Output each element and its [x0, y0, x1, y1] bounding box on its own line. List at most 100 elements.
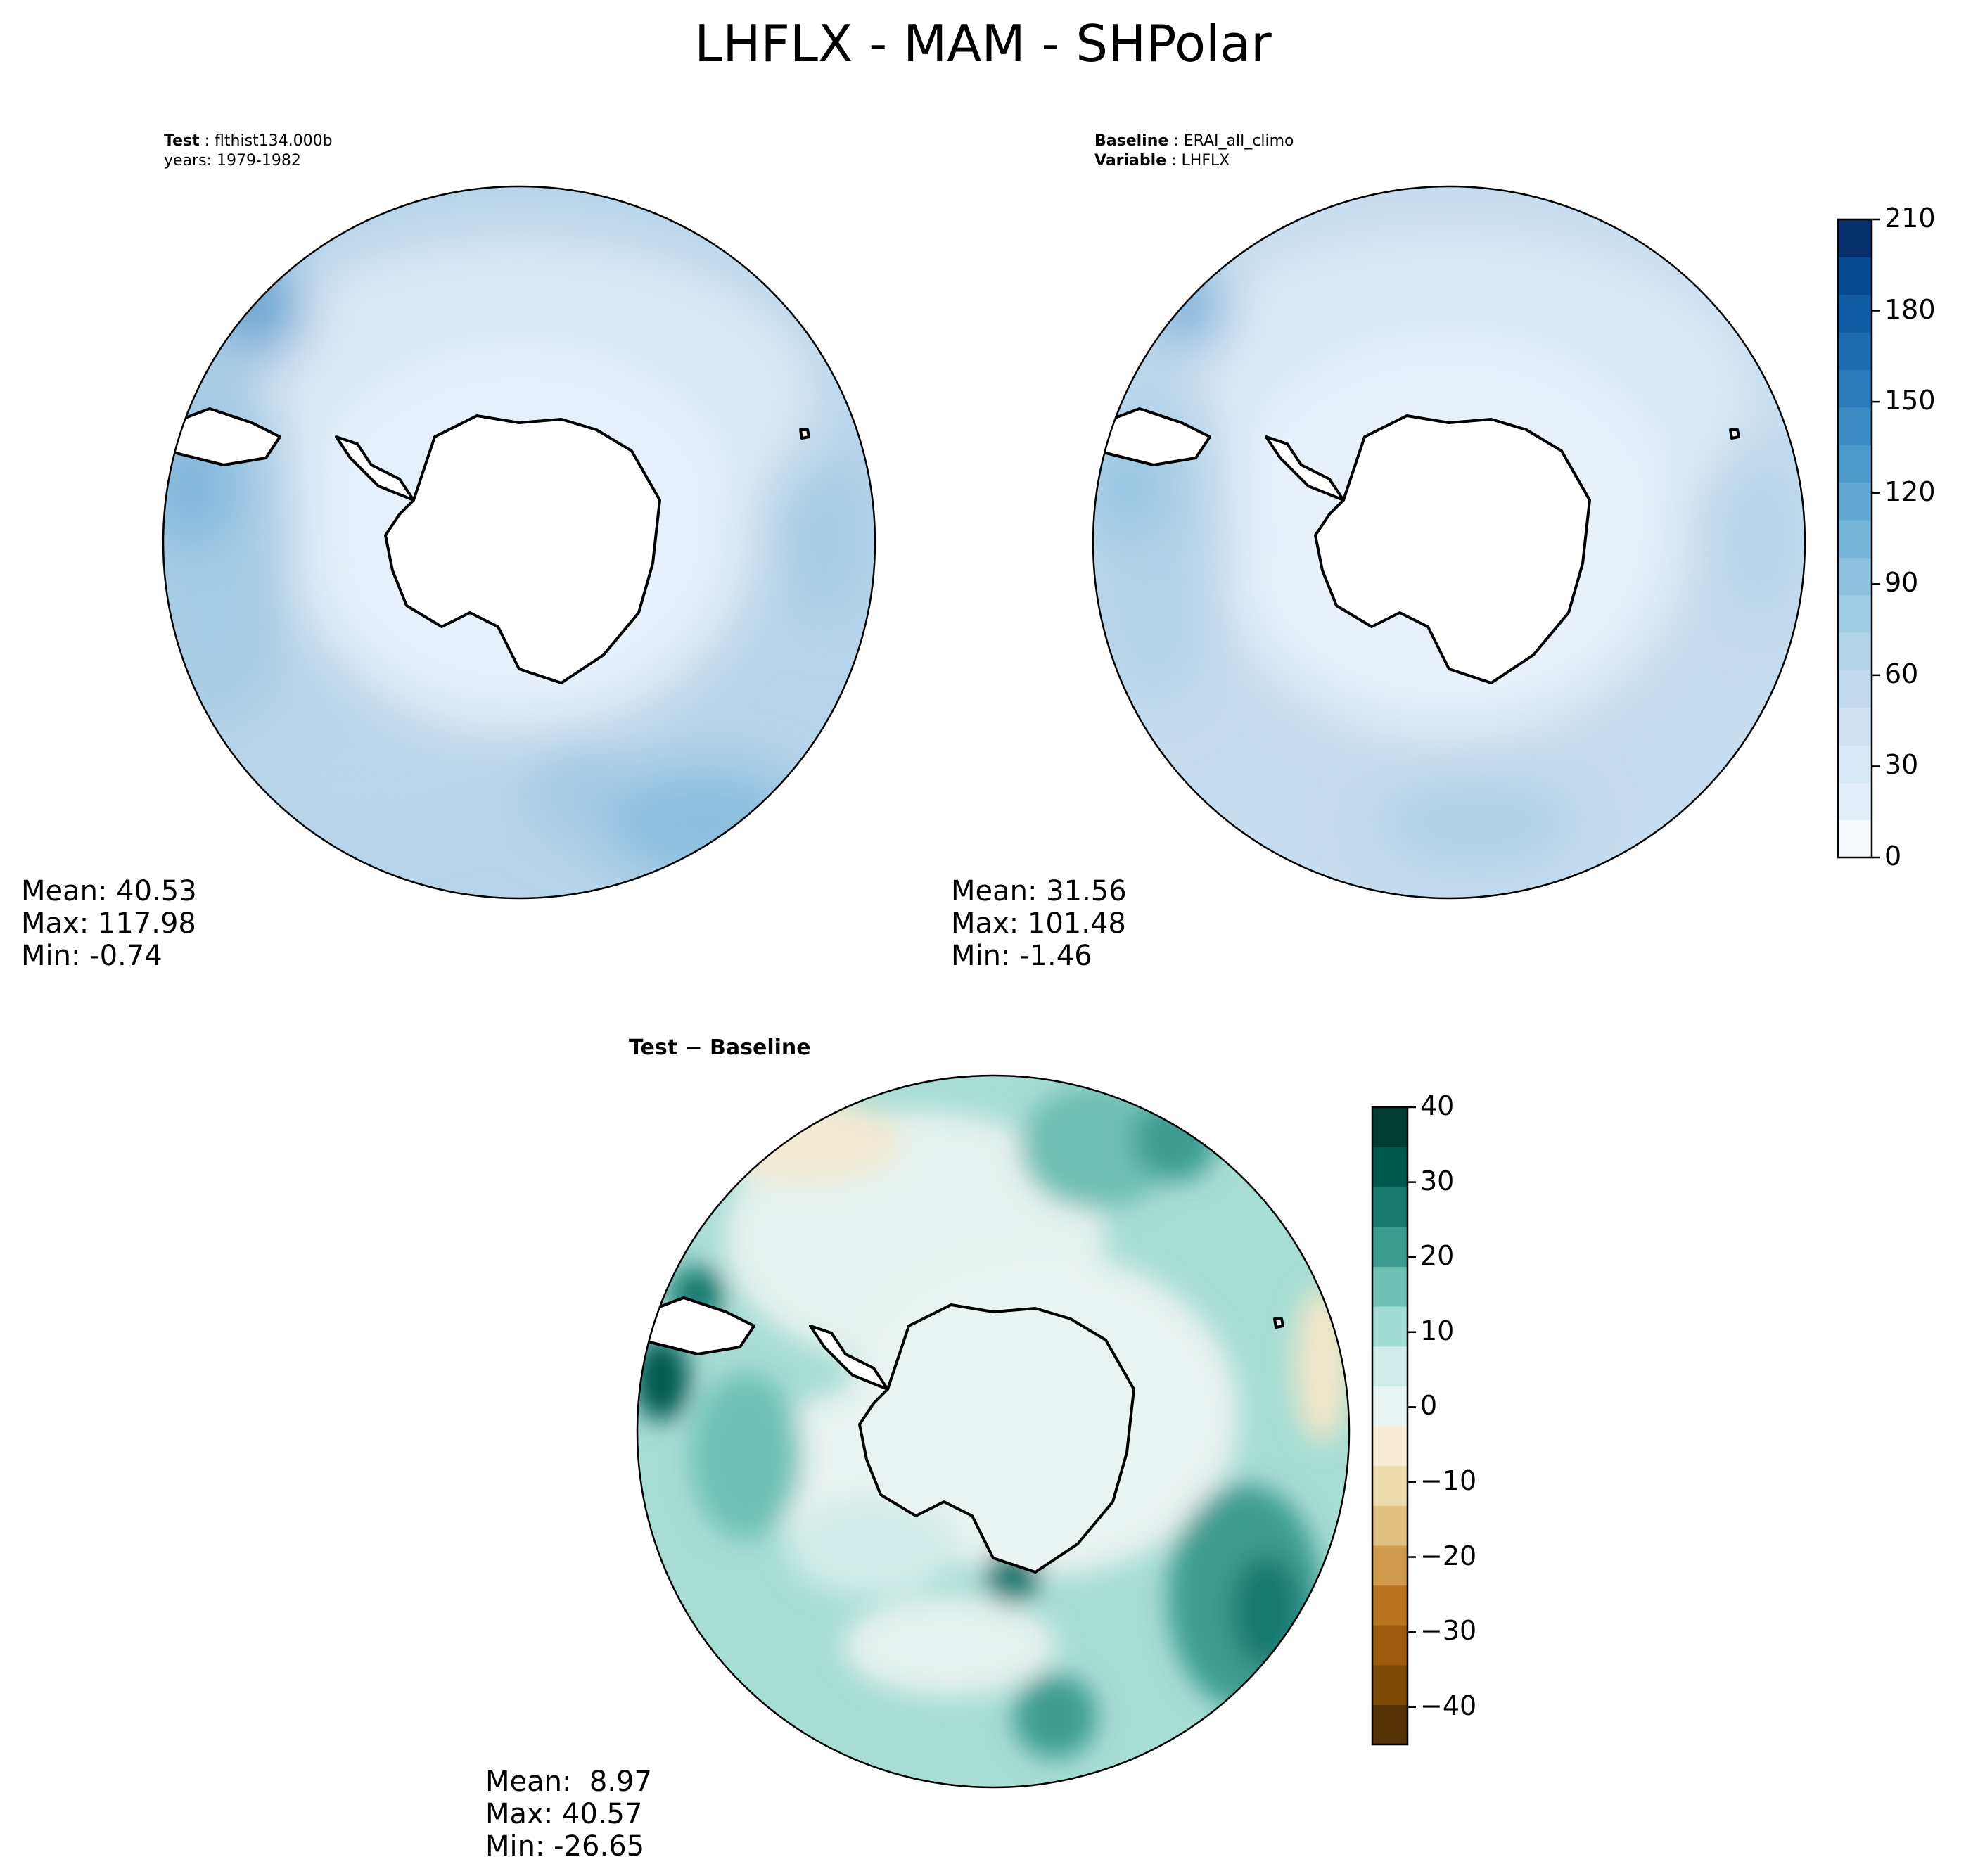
- colorbar-brbg-color-segment: [1372, 1664, 1408, 1705]
- antarctica-landmass: [1314, 414, 1591, 684]
- test-label-key: Test: [164, 132, 200, 150]
- island: [1273, 1317, 1284, 1329]
- colorbar-brbg-tick-label: −40: [1420, 1690, 1477, 1721]
- colorbar-blues-color-segment: [1838, 707, 1872, 746]
- colorbar-blues-tick-label: 180: [1884, 293, 1936, 325]
- colorbar-brbg-color-segment: [1372, 1266, 1408, 1307]
- baseline-stats: Mean: 31.56 Max: 101.48 Min: -1.46: [951, 875, 1127, 972]
- colorbar-blues-tick-label: 60: [1884, 658, 1919, 689]
- colorbar-brbg-color-segment: [1372, 1704, 1408, 1745]
- colorbar-blues-color-segment: [1838, 332, 1872, 371]
- colorbar-blues-color-segment: [1838, 670, 1872, 708]
- colorbar-blues: [1837, 218, 1880, 859]
- colorbar-brbg-frame: [1371, 1106, 1409, 1746]
- colorbar-brbg-color-segment: [1372, 1346, 1408, 1386]
- variable-label-sep: :: [1166, 152, 1182, 170]
- test-map: [162, 185, 876, 900]
- colorbar-blues-color-segment: [1838, 819, 1872, 858]
- baseline-label: Baseline : ERAI_all_climo Variable : LHF…: [1094, 132, 1294, 171]
- test-label: Test : flthist134.000b years: 1979-1982: [164, 132, 333, 171]
- baseline-min: Min: -1.46: [951, 940, 1092, 972]
- colorbar-blues-frame: [1837, 218, 1873, 859]
- test-mean: Mean: 40.53: [21, 875, 197, 907]
- colorbar-brbg-tick-label: −10: [1420, 1465, 1477, 1496]
- colorbar-brbg-color-segment: [1372, 1306, 1408, 1347]
- variable-label-value: LHFLX: [1181, 152, 1230, 170]
- colorbar-brbg-color-segment: [1372, 1585, 1408, 1626]
- colorbar-blues-tick-label: 90: [1884, 567, 1919, 599]
- colorbar-brbg-tick-label: 30: [1420, 1165, 1455, 1197]
- island: [1729, 428, 1740, 440]
- antarctica-landmass: [384, 414, 661, 684]
- antarctica-landmass: [858, 1303, 1135, 1574]
- variable-label-key: Variable: [1094, 152, 1167, 170]
- colorbar-blues-color-segment: [1838, 557, 1872, 596]
- colorbar-blues-tick-label: 210: [1884, 203, 1936, 234]
- test-label-sep: :: [199, 132, 215, 150]
- colorbar-brbg-tick-label: −20: [1420, 1540, 1477, 1571]
- south-america-tip: [163, 407, 281, 466]
- mapC-coastlines: [637, 1296, 1284, 1574]
- colorbar-brbg-tick-label: −30: [1420, 1615, 1477, 1647]
- baseline-map: [1092, 185, 1806, 900]
- baseline-max: Max: 101.48: [951, 907, 1126, 940]
- colorbar-blues-color-segment: [1838, 294, 1872, 333]
- colorbar-blues-tick-label: 30: [1884, 749, 1919, 781]
- colorbar-brbg-color-segment: [1372, 1226, 1408, 1268]
- colorbar-blues-tick-label: 0: [1884, 841, 1902, 872]
- test-stats: Mean: 40.53 Max: 117.98 Min: -0.74: [21, 875, 197, 972]
- antarctic-peninsula: [335, 435, 415, 502]
- diff-mean: Mean: 8.97: [485, 1766, 652, 1798]
- baseline-label-key: Baseline: [1094, 132, 1169, 150]
- colorbar-brbg-tick-label: 10: [1420, 1315, 1455, 1346]
- colorbar-brbg-color-segment: [1372, 1187, 1408, 1227]
- baseline-label-value: ERAI_all_climo: [1183, 132, 1294, 150]
- baseline-label-sep: :: [1168, 132, 1184, 150]
- colorbar-blues-tick-label: 150: [1884, 385, 1936, 416]
- colorbar-blues-color-segment: [1838, 594, 1872, 633]
- diff-title: Test − Baseline: [629, 1035, 811, 1060]
- colorbar-blues-color-segment: [1838, 445, 1872, 483]
- figure-title: LHFLX - MAM - SHPolar: [694, 14, 1272, 73]
- colorbar-blues-color-segment: [1838, 632, 1872, 670]
- colorbar-brbg-color-segment: [1372, 1107, 1408, 1148]
- test-min: Min: -0.74: [21, 940, 162, 972]
- test-label-years: years: 1979-1982: [164, 152, 301, 170]
- island: [799, 428, 810, 440]
- colorbar-brbg-color-segment: [1372, 1147, 1408, 1187]
- colorbar-brbg-color-segment: [1372, 1386, 1408, 1427]
- colorbar-brbg-color-segment: [1372, 1505, 1408, 1546]
- colorbar-brbg-color-segment: [1372, 1625, 1408, 1666]
- colorbar-blues-color-segment: [1838, 219, 1872, 257]
- colorbar-blues-color-segment: [1838, 257, 1872, 295]
- diff-max: Max: 40.57: [485, 1798, 643, 1830]
- colorbar-brbg-tick-label: 0: [1420, 1390, 1438, 1422]
- colorbar-blues-color-segment: [1838, 482, 1872, 521]
- antarctic-peninsula: [809, 1325, 889, 1391]
- diff-map: [636, 1074, 1351, 1789]
- colorbar-blues-color-segment: [1838, 519, 1872, 558]
- diff-map-boundary: [636, 1074, 1351, 1789]
- baseline-mean: Mean: 31.56: [951, 875, 1127, 907]
- diff-stats: Mean: 8.97 Max: 40.57 Min: -26.65: [485, 1766, 652, 1863]
- test-label-value: flthist134.000b: [215, 132, 333, 150]
- antarctic-peninsula: [1265, 435, 1345, 502]
- colorbar-blues-color-segment: [1838, 744, 1872, 783]
- baseline-map-boundary: [1092, 185, 1806, 900]
- colorbar-blues-color-segment: [1838, 369, 1872, 408]
- mapB-coastlines: [1093, 407, 1740, 684]
- colorbar-brbg-color-segment: [1372, 1426, 1408, 1467]
- colorbar-brbg-color-segment: [1372, 1465, 1408, 1506]
- test-map-boundary: [162, 185, 876, 900]
- south-america-tip: [637, 1296, 755, 1355]
- mapA-coastlines: [163, 407, 810, 684]
- colorbar-brbg-tick-label: 20: [1420, 1240, 1455, 1272]
- colorbar-blues-color-segment: [1838, 782, 1872, 821]
- colorbar-blues-tick-label: 120: [1884, 476, 1936, 507]
- diff-min: Min: -26.65: [485, 1830, 645, 1863]
- colorbar-brbg-tick-label: 40: [1420, 1090, 1455, 1121]
- colorbar-brbg-color-segment: [1372, 1545, 1408, 1586]
- colorbar-brbg: [1371, 1106, 1416, 1746]
- colorbar-blues-color-segment: [1838, 407, 1872, 445]
